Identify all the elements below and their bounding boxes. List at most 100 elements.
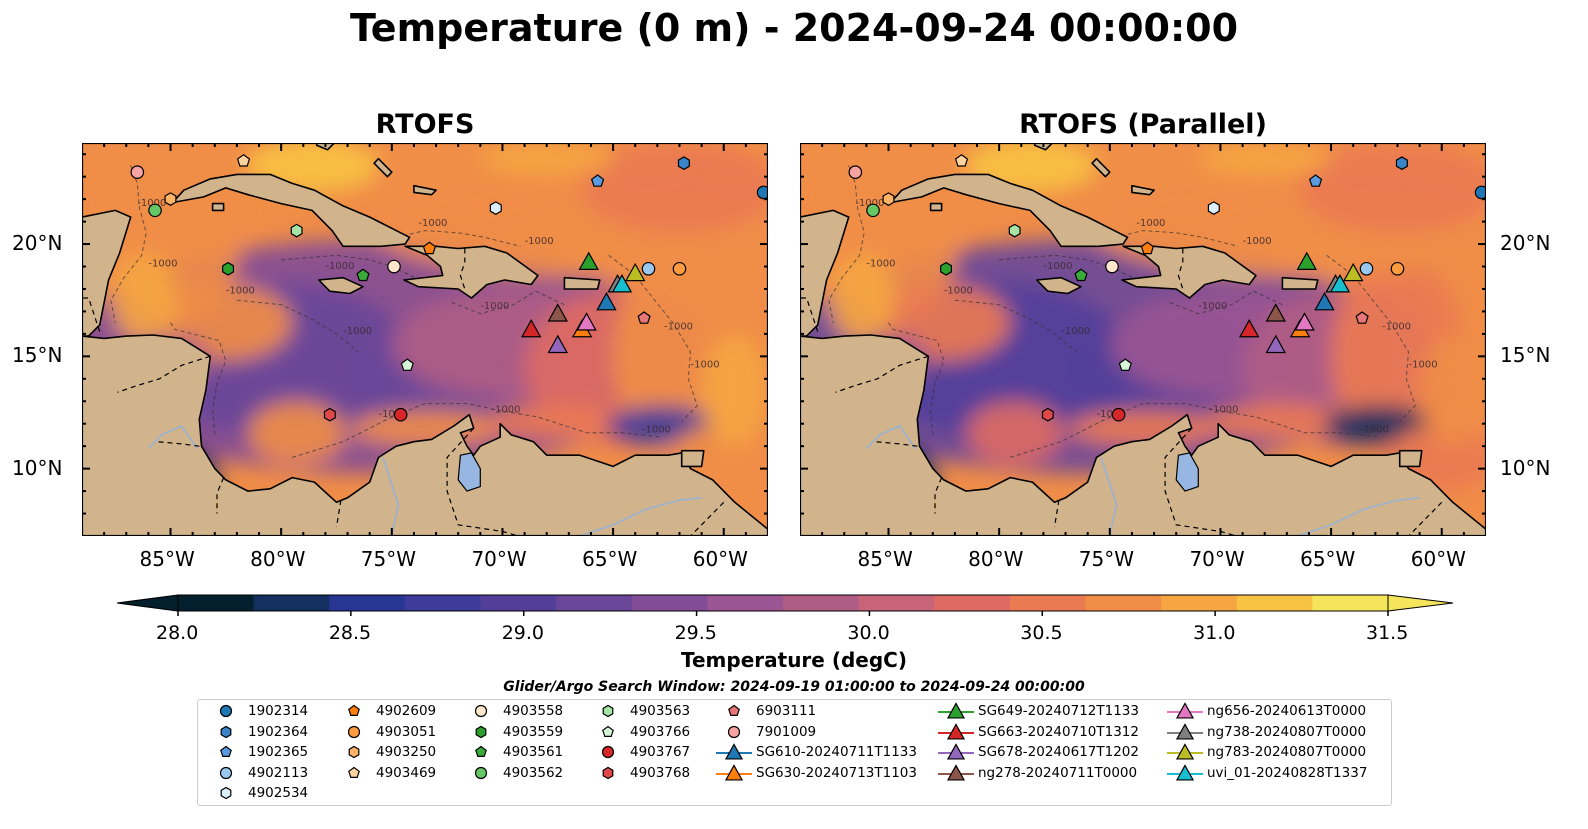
- colorbar: [116, 594, 1454, 616]
- marker-4903250: [164, 192, 177, 206]
- marker-4902113: [641, 261, 656, 276]
- panel-title-rtofs-parallel: RTOFS (Parallel): [1019, 109, 1267, 140]
- marker-ng656-20240613T0000: [576, 312, 597, 331]
- map-panel-rtofs: -1000 -1000 -1000 -1000 -1000 -1000 -1000 -1000…: [82, 143, 768, 536]
- lon-tick-label: 75°W: [360, 547, 417, 571]
- map-panel-rtofs-parallel: -1000 -1000 -1000 -1000 -1000 -1000 -1000 -1000…: [800, 143, 1486, 536]
- marker-4903767: [393, 407, 408, 422]
- land-puertorico: [563, 276, 601, 290]
- marker-4903563: [1008, 223, 1021, 238]
- legend-label: 4903767: [630, 744, 691, 760]
- legend-marker-icon: [716, 763, 752, 781]
- legend-label: 1902314: [248, 703, 309, 719]
- marker-4903559: [222, 261, 234, 276]
- legend-label: 4903768: [630, 764, 691, 781]
- lat-tick-label-right: 15°N: [1500, 343, 1551, 368]
- contour-label: -1000: [642, 425, 671, 436]
- legend-marker-icon: [716, 743, 752, 760]
- contour-label: -1000: [1243, 236, 1272, 247]
- legend-label: 4902609: [376, 703, 437, 719]
- marker-ng783-20240807T0000: [1343, 262, 1364, 282]
- marker-ng278-20240711T0000: [547, 303, 568, 322]
- land-jamaica: [1036, 276, 1082, 295]
- marker-SG678-20240617T1202: [547, 334, 568, 354]
- colorbar-segment: [783, 595, 860, 611]
- legend-label: 7901009: [756, 723, 817, 740]
- marker-4902113: [1359, 261, 1374, 276]
- rivers: [865, 424, 1420, 536]
- legend-label: 4903766: [630, 723, 691, 740]
- marker-4903768: [323, 407, 336, 422]
- marker-SG610-20240711T1133: [1314, 292, 1335, 311]
- lake-maracaibo: [457, 452, 481, 492]
- legend-marker-icon: [1167, 763, 1203, 781]
- legend-marker-icon: [727, 725, 741, 738]
- legend-label: SG610-20240711T1133: [756, 744, 917, 760]
- marker-SG649-20240712T1133: [578, 251, 599, 270]
- colorbar-segment: [404, 595, 481, 611]
- legend-label: 4903561: [503, 744, 564, 760]
- colorbar-tick-label: 29.0: [501, 622, 545, 644]
- land: [800, 143, 1486, 536]
- marker-4903250: [882, 192, 895, 206]
- country-borders: [800, 248, 1443, 536]
- land-bahamas2: [1091, 157, 1111, 178]
- colorbar-extend-low: [116, 594, 179, 612]
- contour-label: -1000: [1097, 409, 1126, 420]
- country-borders: [82, 248, 725, 536]
- land-bahamas2: [373, 157, 393, 178]
- colorbar-label: Temperature (degC): [681, 648, 907, 672]
- search-window-text: Glider/Argo Search Window: 2024-09-19 01…: [503, 679, 1085, 695]
- contour-label: -1000: [137, 198, 166, 209]
- marker-1902314: [756, 185, 768, 200]
- legend-label: ng278-20240711T0000: [978, 764, 1138, 781]
- contour-label: -1000: [148, 259, 177, 270]
- legend-label: 1902365: [248, 744, 309, 760]
- contour-label: -1000: [944, 285, 973, 296]
- contour-label: -1000: [491, 404, 520, 415]
- legend-marker-icon: [219, 766, 233, 779]
- lake-maracaibo: [1175, 452, 1199, 492]
- colorbar-segment: [178, 595, 255, 611]
- lon-tick-label: 75°W: [1078, 547, 1135, 571]
- legend-marker-icon: [602, 725, 614, 737]
- legend-label: SG649-20240712T1133: [978, 703, 1139, 719]
- land-bahamas3: [1131, 184, 1155, 196]
- lon-tick-label: 70°W: [1189, 547, 1245, 571]
- contour-label: -1000: [343, 326, 372, 337]
- lon-tick-label: 60°W: [1410, 547, 1466, 571]
- land-jamaica: [318, 276, 364, 295]
- lat-tick-label-left: 20°N: [12, 231, 63, 256]
- colorbar-segment: [480, 595, 557, 611]
- marker-1902365: [590, 174, 605, 187]
- lat-tick-label-left: 10°N: [12, 455, 63, 480]
- contour-label: -1000: [1409, 360, 1438, 371]
- marker-4902534: [1207, 201, 1220, 215]
- legend-label: 4903559: [503, 723, 564, 740]
- legend-label: 6903111: [756, 703, 817, 719]
- legend-label: 4903558: [503, 703, 564, 719]
- colorbar-segment: [253, 595, 330, 611]
- legend-marker-icon: [601, 745, 615, 759]
- marker-4903051: [672, 261, 687, 276]
- contour-label: -1000: [379, 409, 408, 420]
- lon-tick-label: 70°W: [471, 547, 527, 571]
- legend-marker-icon: [602, 766, 614, 779]
- marker-4903768: [1041, 407, 1054, 422]
- contour-label: -1000: [418, 218, 447, 229]
- legend-marker-icon: [348, 745, 360, 759]
- legend-marker-icon: [348, 766, 360, 778]
- lon-tick-label: 80°W: [968, 547, 1024, 571]
- marker-4903766: [400, 358, 414, 371]
- marker-4902534: [489, 201, 502, 215]
- legend-label: SG630-20240713T1103: [756, 764, 917, 781]
- colorbar-segment: [707, 595, 784, 611]
- colorbar-segment: [1236, 595, 1313, 611]
- colorbar-segment: [1085, 595, 1162, 611]
- marker-7901009: [130, 165, 145, 179]
- marker-6903111: [637, 311, 651, 324]
- legend-label: 1902364: [248, 723, 309, 740]
- contour-label: -1000: [525, 236, 554, 247]
- legend-label: 4903469: [376, 764, 437, 781]
